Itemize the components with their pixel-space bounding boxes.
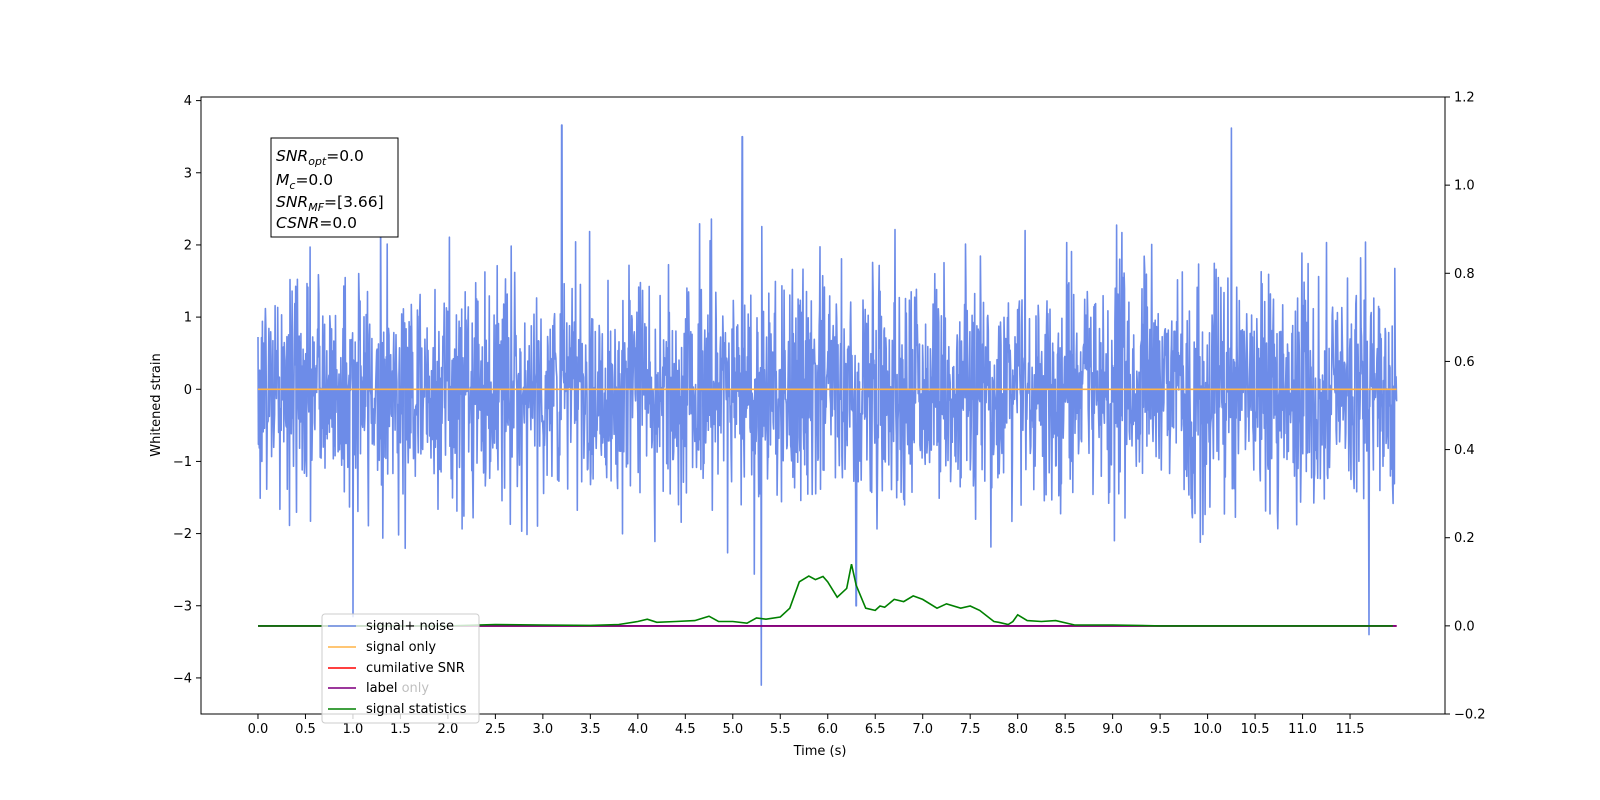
x-tick-label: 11.0 (1288, 722, 1317, 737)
plot-area-frame (200, 96, 1446, 715)
y-tick-label: 4 (184, 94, 192, 109)
x-tick-label: 4.5 (675, 722, 696, 737)
x-tick-label: 5.0 (722, 722, 743, 737)
x-tick-label: 6.0 (817, 722, 838, 737)
y-tick-label: −1 (173, 455, 192, 470)
y-tick-label: 0 (184, 383, 192, 398)
signal-statistics-line (258, 564, 1393, 627)
y-tick-label: −3 (173, 599, 192, 614)
y-axis-title: Whitened strain (149, 353, 164, 456)
x-tick-label: 9.5 (1150, 722, 1171, 737)
x-tick-label: 1.5 (390, 722, 411, 737)
x-tick-label: 10.0 (1193, 722, 1222, 737)
x-tick-label: 2.0 (438, 722, 459, 737)
parameter-annotation-box: SNRopt=0.0 Mc=0.0 SNRMF=[3.66] CSNR=0.0 (270, 137, 399, 238)
right-y-tick-label: 0.6 (1454, 355, 1475, 370)
x-tick-label: 8.5 (1055, 722, 1076, 737)
x-tick-label: 7.5 (960, 722, 981, 737)
right-y-axis-ticks: 1.2 1.0 0.8 0.6 0.4 0.2 0.0 −0.2 (1445, 91, 1486, 723)
y-axis-ticks: 4 3 2 1 0 −1 −2 −3 −4 (173, 94, 201, 686)
annotation-mc: Mc=0.0 (276, 171, 333, 192)
right-y-tick-label: 1.0 (1454, 179, 1475, 194)
x-tick-label: 8.0 (1007, 722, 1028, 737)
x-tick-label: 10.5 (1241, 722, 1270, 737)
right-y-tick-label: 0.2 (1454, 531, 1475, 546)
annotation-frame (270, 137, 399, 238)
legend: signal+ noise signal only cumilative SNR la… (321, 613, 480, 724)
legend-frame (321, 613, 480, 724)
x-tick-label: 7.0 (912, 722, 933, 737)
y-tick-label: 3 (184, 166, 192, 181)
annotation-snr-opt: SNRopt=0.0 (276, 147, 364, 168)
x-tick-label: 0.5 (295, 722, 316, 737)
x-tick-label: 3.0 (533, 722, 554, 737)
legend-label-only-text: label only (366, 681, 429, 696)
legend-signal-only-text: signal only (366, 640, 436, 655)
noise-series-layer (257, 124, 1398, 686)
right-y-tick-label: 1.2 (1454, 91, 1475, 106)
right-y-tick-label: 0.4 (1454, 443, 1475, 458)
x-tick-label: 4.0 (627, 722, 648, 737)
x-tick-label: 3.5 (580, 722, 601, 737)
x-tick-label: 0.0 (248, 722, 269, 737)
legend-signal-noise-text: signal+ noise (366, 619, 454, 634)
annotation-snr-mf: SNRMF=[3.66] (276, 193, 384, 214)
right-y-tick-label: −0.2 (1454, 708, 1486, 723)
y-tick-label: 2 (184, 238, 192, 253)
x-tick-label: 1.0 (343, 722, 364, 737)
y-tick-label: −2 (173, 527, 192, 542)
annotation-csnr: CSNR=0.0 (276, 214, 357, 232)
x-axis-title: Time (s) (793, 744, 847, 759)
x-tick-label: 5.5 (770, 722, 791, 737)
right-y-tick-label: 0.0 (1454, 619, 1475, 634)
x-tick-label: 2.5 (485, 722, 506, 737)
x-tick-label: 9.0 (1102, 722, 1123, 737)
signal-noise-line (257, 124, 1398, 686)
legend-label-text: label (366, 681, 397, 696)
x-tick-label: 11.5 (1336, 722, 1365, 737)
y-tick-label: −4 (173, 671, 192, 686)
legend-signal-statistics-text: signal statistics (366, 702, 467, 717)
y-tick-label: 1 (184, 311, 192, 326)
right-y-tick-label: 0.8 (1454, 267, 1475, 282)
legend-cumulative-snr-text: cumilative SNR (366, 661, 465, 676)
x-axis-ticks: 0.0 0.5 1.0 1.5 2.0 2.5 3.0 3.5 4.0 4.5 5.0 5.5 6.0 6… (248, 714, 1365, 737)
x-tick-label: 6.5 (865, 722, 886, 737)
